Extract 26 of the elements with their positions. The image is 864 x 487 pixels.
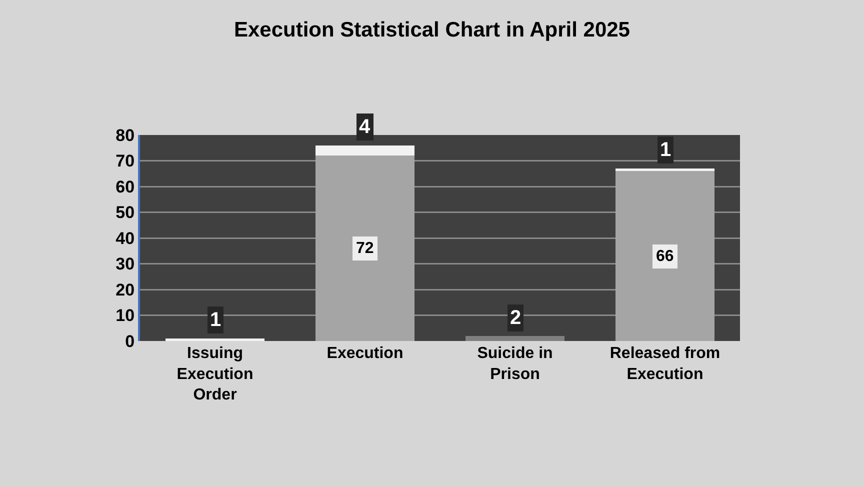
y-tick-label: 10: [116, 306, 135, 326]
y-tick-label: 20: [116, 280, 135, 300]
y-tick-label: 60: [116, 177, 135, 196]
data-label: 4: [359, 116, 371, 138]
x-tick-label: Released from Execution: [610, 345, 720, 383]
chart-title: Execution Statistical Chart in April 2025: [234, 18, 630, 42]
y-tick-label: 50: [116, 203, 135, 222]
x-tick-label: Suicide in Prison: [477, 345, 553, 383]
data-label: 72: [356, 240, 374, 257]
bar: [166, 338, 264, 341]
bar: [616, 168, 714, 172]
data-label: 1: [660, 139, 672, 161]
x-tick-label: Execution: [326, 345, 404, 362]
bar: [316, 156, 414, 341]
y-tick-label: 0: [125, 332, 135, 351]
bar: [616, 171, 714, 341]
y-tick-label: 30: [116, 254, 135, 274]
y-tick-label: 80: [116, 126, 135, 145]
bar: [316, 145, 414, 156]
x-tick-label: Issuing Execution Order: [176, 345, 254, 404]
y-tick-label: 70: [116, 152, 135, 171]
bar: [466, 336, 564, 341]
data-label: 2: [510, 307, 522, 329]
y-tick-label: 40: [116, 228, 135, 248]
data-label: 1: [210, 309, 222, 331]
data-label: 66: [656, 248, 674, 265]
